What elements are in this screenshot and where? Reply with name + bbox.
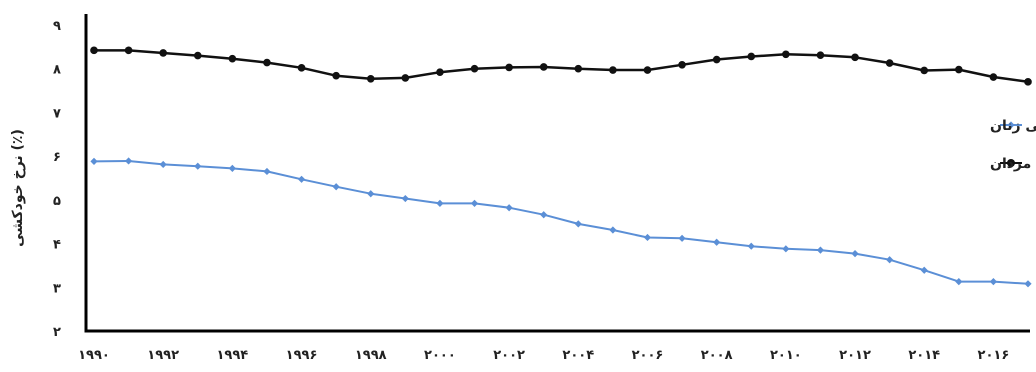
data-point bbox=[851, 53, 859, 62]
y-tick-label: ۶ bbox=[53, 150, 61, 165]
x-tick-label: ۲۰۰۴ bbox=[562, 348, 594, 363]
y-tick-label: ۳ bbox=[53, 281, 61, 296]
data-point bbox=[297, 175, 306, 183]
data-point bbox=[1024, 280, 1032, 288]
y-tick-label: ۲ bbox=[53, 325, 61, 340]
data-point bbox=[367, 190, 375, 198]
data-point bbox=[851, 250, 859, 258]
data-point bbox=[574, 220, 582, 228]
data-point bbox=[436, 68, 444, 77]
x-tick-label: ۲۰۰۰ bbox=[424, 348, 456, 363]
data-point bbox=[90, 46, 98, 55]
data-point bbox=[678, 234, 686, 242]
data-point bbox=[539, 63, 548, 71]
series-line bbox=[93, 160, 1029, 285]
data-point bbox=[366, 74, 375, 83]
data-point bbox=[470, 64, 479, 73]
x-tick-label: ۱۹۹۶ bbox=[286, 348, 318, 363]
legend-item: نرخ خودکشی زنان bbox=[990, 118, 1036, 134]
data-point bbox=[989, 73, 998, 81]
data-point bbox=[609, 226, 617, 234]
data-point bbox=[124, 46, 133, 55]
data-point bbox=[989, 278, 998, 286]
legend-marker bbox=[1007, 121, 1015, 129]
data-point bbox=[955, 65, 963, 74]
data-point bbox=[90, 157, 98, 165]
data-point bbox=[1024, 78, 1032, 86]
legend-item: نرخ خودکشی مردان bbox=[990, 156, 1036, 172]
y-tick-label: ۹ bbox=[53, 19, 61, 34]
x-tick-label: ۱۹۹۲ bbox=[147, 348, 179, 363]
y-tick-label: ۷ bbox=[53, 106, 61, 121]
x-tick-label: ۲۰۰۶ bbox=[632, 348, 664, 363]
legend: نرخ خودکشی زنان نرخ خودکشی مردان bbox=[990, 118, 1036, 172]
data-point bbox=[332, 71, 340, 80]
data-point bbox=[886, 256, 894, 264]
x-tick-label: ۲۰۱۶ bbox=[978, 348, 1010, 363]
x-tick-label: ۲۰۱۲ bbox=[839, 348, 871, 363]
data-point bbox=[470, 199, 479, 207]
data-point bbox=[124, 157, 133, 165]
data-point bbox=[955, 278, 963, 286]
x-tick-label: ۱۹۹۸ bbox=[355, 348, 387, 363]
x-tick-label: ۱۹۹۴ bbox=[216, 348, 248, 363]
legend-marker bbox=[1007, 159, 1015, 167]
data-point bbox=[401, 74, 410, 82]
data-point bbox=[401, 194, 409, 203]
series-layer bbox=[90, 46, 1032, 288]
data-point bbox=[747, 242, 755, 250]
y-axis-ticks: ۲ ۳ ۴ ۵ ۶ ۷ ۸ ۹ bbox=[53, 19, 61, 340]
data-point bbox=[159, 49, 167, 57]
data-point bbox=[816, 246, 825, 254]
data-point bbox=[920, 66, 929, 75]
y-tick-label: ۵ bbox=[53, 194, 61, 209]
data-point bbox=[574, 64, 583, 73]
data-point bbox=[194, 162, 202, 170]
data-point bbox=[332, 183, 340, 191]
data-point bbox=[782, 245, 790, 253]
y-axis-label: نرخ خودکشی (٪) bbox=[10, 129, 26, 247]
data-point bbox=[643, 233, 652, 242]
data-point bbox=[505, 63, 513, 72]
x-tick-label: ۱۹۹۰ bbox=[78, 348, 110, 363]
data-point bbox=[505, 204, 513, 212]
x-tick-label: ۲۰۱۰ bbox=[770, 348, 802, 363]
legend-label: نرخ خودکشی زنان bbox=[990, 118, 1036, 134]
x-tick-label: ۲۰۰۸ bbox=[701, 348, 733, 363]
data-point bbox=[159, 160, 167, 169]
data-point bbox=[816, 51, 825, 59]
series-men bbox=[90, 46, 1032, 86]
data-point bbox=[193, 51, 202, 60]
data-point bbox=[263, 167, 271, 176]
data-point bbox=[747, 52, 756, 61]
series-line bbox=[94, 49, 1029, 84]
data-point bbox=[643, 66, 652, 74]
data-point bbox=[609, 66, 617, 74]
data-point bbox=[712, 55, 721, 64]
data-point bbox=[713, 238, 721, 246]
data-point bbox=[228, 54, 237, 63]
x-tick-label: ۲۰۱۴ bbox=[908, 348, 940, 363]
data-point bbox=[228, 164, 236, 172]
data-point bbox=[436, 199, 444, 207]
data-point bbox=[782, 50, 790, 59]
data-point bbox=[678, 60, 686, 69]
data-point bbox=[263, 58, 271, 67]
data-point bbox=[885, 59, 894, 67]
data-point bbox=[297, 64, 306, 72]
data-point bbox=[540, 211, 548, 219]
legend-label: نرخ خودکشی مردان bbox=[990, 156, 1036, 172]
x-axis-ticks: ۱۹۹۰ ۱۹۹۲ ۱۹۹۴ ۱۹۹۶ ۱۹۹۸ ۲۰۰۰ ۲۰۰۲ ۲۰۰۴ ۲۰۰۶ ۲۰۰۸… bbox=[78, 348, 1009, 363]
y-tick-label: ۸ bbox=[53, 63, 61, 78]
y-tick-label: ۴ bbox=[53, 238, 61, 253]
series-women bbox=[90, 157, 1032, 288]
x-tick-label: ۲۰۰۲ bbox=[493, 348, 525, 363]
data-point bbox=[920, 266, 928, 274]
